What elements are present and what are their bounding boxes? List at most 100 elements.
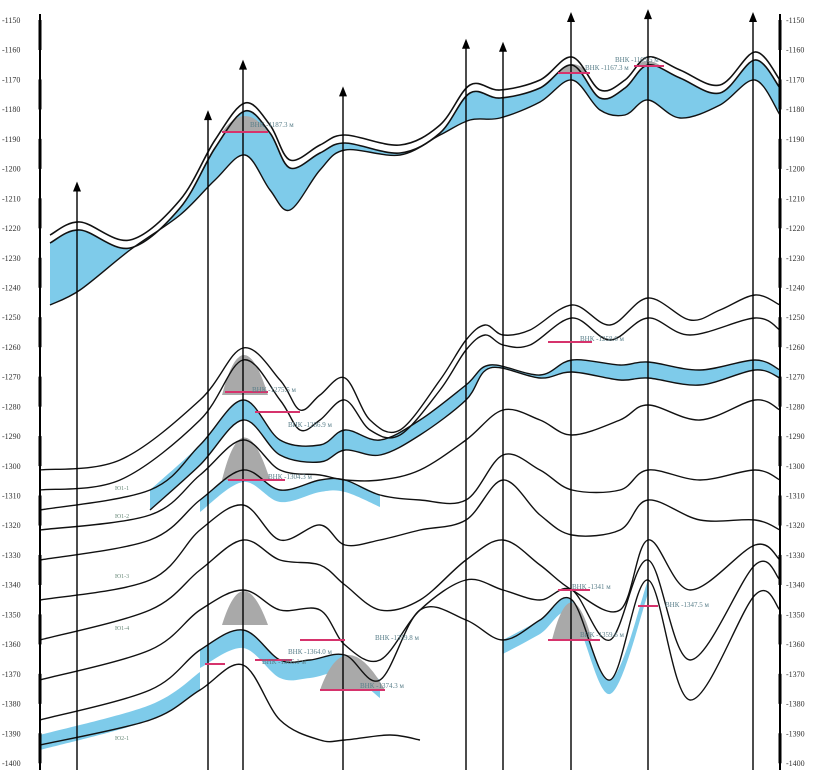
y-tick-label: -1240 <box>2 283 21 292</box>
horizon-line <box>39 559 781 681</box>
layer-label: Ю1-3 <box>115 574 129 580</box>
water-zone <box>200 629 380 698</box>
y-tick-label: -1160 <box>786 46 804 55</box>
oil-zone <box>552 602 592 640</box>
y-tick-label: -1290 <box>2 432 21 441</box>
horizon-line <box>39 317 781 491</box>
contact-label: ВНК -1359.8 м <box>375 634 419 642</box>
horizon-line <box>49 51 781 242</box>
water-zone <box>50 59 780 305</box>
y-tick-label: -1300 <box>786 462 805 471</box>
well-arrow-icon <box>73 181 81 192</box>
water-zone <box>503 580 648 695</box>
y-tick-label: -1150 <box>2 16 20 25</box>
oil-zone <box>222 355 268 395</box>
contact-label: ВНК -1258.6 м <box>580 335 624 343</box>
y-tick-label: -1360 <box>786 640 805 649</box>
y-tick-label: -1310 <box>786 492 805 501</box>
y-tick-label: -1320 <box>2 521 21 530</box>
well-arrow-icon <box>462 38 470 49</box>
well-arrow-icon <box>749 12 757 23</box>
y-tick-label: -1340 <box>2 581 21 590</box>
contact-label: ВНК -1187.3 м <box>250 121 294 129</box>
horizon-line <box>39 294 781 471</box>
well-arrow-icon <box>567 12 575 23</box>
well-arrow-icon <box>499 41 507 52</box>
y-tick-label: -1390 <box>786 729 805 738</box>
y-tick-label: -1170 <box>786 75 804 84</box>
y-tick-label: -1370 <box>786 670 805 679</box>
well-arrow-icon <box>339 86 347 97</box>
layer-label: Ю2-1 <box>115 736 129 742</box>
y-tick-label: -1330 <box>2 551 21 560</box>
y-tick-label: -1200 <box>2 165 21 174</box>
y-tick-label: -1270 <box>786 373 805 382</box>
y-tick-label: -1190 <box>2 135 20 144</box>
well-arrow-icon <box>204 110 212 121</box>
y-tick-label: -1310 <box>2 492 21 501</box>
water-zone <box>40 672 200 750</box>
layer-label: Ю1-1 <box>115 486 129 492</box>
contact-label: ВНК -1359.6 м <box>580 631 624 639</box>
y-tick-label: -1180 <box>786 105 804 114</box>
y-tick-label: -1330 <box>786 551 805 560</box>
oil-zone <box>320 655 385 690</box>
y-tick-label: -1280 <box>786 402 805 411</box>
y-tick-label: -1280 <box>2 402 21 411</box>
horizon-line <box>39 539 781 641</box>
y-tick-label: -1300 <box>2 462 21 471</box>
y-tick-label: -1170 <box>2 75 20 84</box>
contact-label: ВНК -1366.1 м <box>262 658 306 666</box>
y-tick-label: -1230 <box>2 254 21 263</box>
y-tick-label: -1270 <box>2 373 21 382</box>
contact-label: ВНК -1364.0 м <box>288 648 332 656</box>
oil-zone <box>222 591 268 625</box>
water-zone <box>150 359 780 510</box>
horizon-line <box>39 663 421 746</box>
y-tick-label: -1400 <box>786 759 805 768</box>
contact-label: ВНК -1167.3 м <box>585 64 629 72</box>
contact-label: ВНК -1341 м <box>572 583 611 591</box>
horizon-line <box>49 79 781 306</box>
contact-label: ВНК -1275.5 м <box>252 386 296 394</box>
y-tick-label: -1250 <box>2 313 21 322</box>
y-tick-label: -1220 <box>786 224 805 233</box>
layer-label: Ю1-4 <box>115 626 129 632</box>
y-tick-label: -1370 <box>2 670 21 679</box>
y-tick-label: -1200 <box>786 165 805 174</box>
contact-label: ВНК -1347.5 м <box>665 601 709 609</box>
y-tick-label: -1210 <box>2 194 21 203</box>
y-tick-label: -1350 <box>786 610 805 619</box>
y-tick-label: -1400 <box>2 759 21 768</box>
layer-label: Ю1-2 <box>115 514 129 520</box>
y-tick-label: -1320 <box>786 521 805 530</box>
contact-label: ВНК -1374.3 м <box>360 682 404 690</box>
y-tick-label: -1220 <box>2 224 21 233</box>
y-tick-label: -1360 <box>2 640 21 649</box>
contact-label: ВНК -1304.3 м <box>268 473 312 481</box>
y-tick-label: -1390 <box>2 729 21 738</box>
y-tick-label: -1380 <box>786 700 805 709</box>
oil-zone <box>222 437 270 480</box>
y-tick-label: -1180 <box>2 105 20 114</box>
y-tick-label: -1340 <box>786 581 805 590</box>
well-arrow-icon <box>239 59 247 70</box>
y-tick-label: -1250 <box>786 313 805 322</box>
y-tick-label: -1260 <box>2 343 21 352</box>
y-tick-label: -1290 <box>786 432 805 441</box>
contact-label: ВНК -1165.5 м <box>615 56 659 64</box>
y-tick-label: -1150 <box>786 16 804 25</box>
y-tick-label: -1350 <box>2 610 21 619</box>
y-tick-label: -1380 <box>2 700 21 709</box>
fills-layer <box>40 59 780 750</box>
well-arrow-icon <box>644 9 652 20</box>
y-tick-label: -1240 <box>786 283 805 292</box>
y-tick-label: -1230 <box>786 254 805 263</box>
y-tick-label: -1260 <box>786 343 805 352</box>
contact-label: ВНК -1286.9 м <box>288 421 332 429</box>
y-tick-label: -1210 <box>786 194 805 203</box>
y-tick-label: -1190 <box>786 135 804 144</box>
